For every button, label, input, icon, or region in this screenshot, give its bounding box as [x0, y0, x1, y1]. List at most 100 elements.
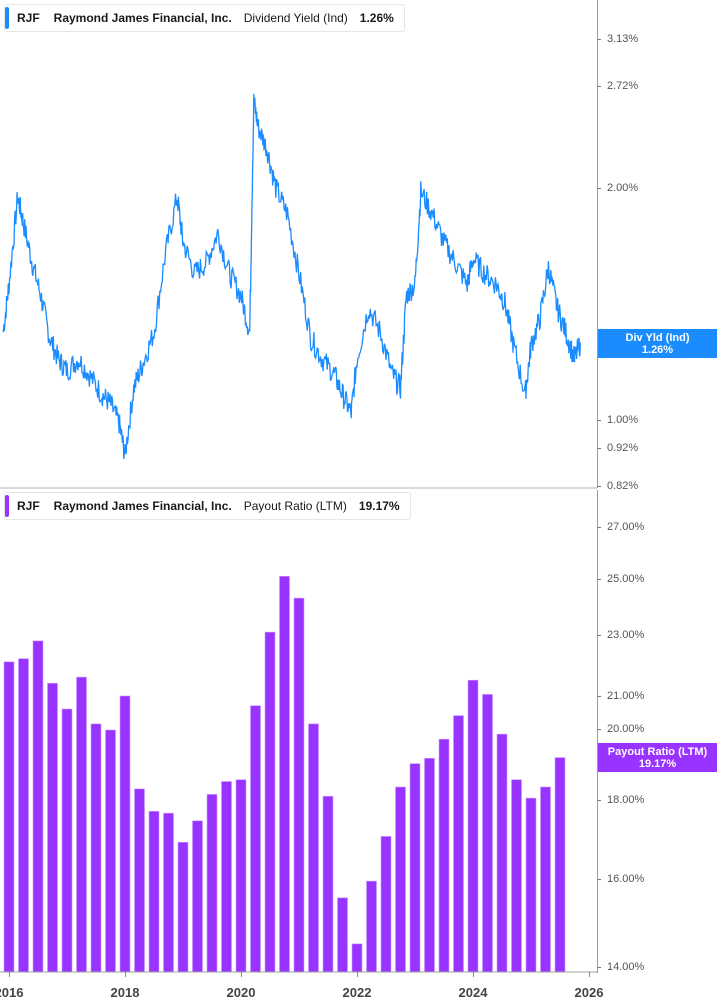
x-tick-mark: [589, 972, 590, 977]
payout-ratio-bar[interactable]: [221, 781, 232, 973]
payout-ratio-bar[interactable]: [105, 729, 116, 973]
x-tick-label: 2020: [226, 985, 256, 1000]
dividend-yield-panel: RJF Raymond James Financial, Inc. Divide…: [0, 0, 717, 488]
dividend-yield-legend[interactable]: RJF Raymond James Financial, Inc. Divide…: [4, 4, 405, 32]
payout-ratio-bar[interactable]: [148, 810, 160, 973]
flag-value: 1.26%: [641, 344, 674, 356]
x-tick-mark: [241, 972, 242, 977]
payout-ratio-bar[interactable]: [119, 695, 131, 973]
y-tick-mark: [597, 800, 601, 801]
payout-ratio-bar[interactable]: [32, 640, 44, 973]
series-color-swatch: [5, 7, 9, 29]
x-tick-label: 2026: [574, 985, 604, 1000]
payout-ratio-bar[interactable]: [482, 694, 493, 973]
payout-ratio-bar[interactable]: [467, 679, 479, 973]
payout-ratio-bar[interactable]: [293, 597, 305, 973]
legend-value: 1.26%: [359, 11, 394, 25]
payout-ratio-bar[interactable]: [525, 797, 537, 973]
y-tick-mark: [597, 188, 601, 189]
legend-metric: Payout Ratio (LTM): [243, 499, 347, 513]
y-tick-mark: [597, 448, 601, 449]
payout-ratio-bar[interactable]: [322, 795, 334, 973]
payout-ratio-bar[interactable]: [264, 631, 276, 973]
payout-ratio-bar[interactable]: [366, 880, 377, 973]
payout-ratio-bar[interactable]: [177, 841, 189, 973]
payout-ratio-bar[interactable]: [18, 658, 29, 973]
dividend-yield-line: [2, 93, 581, 460]
y-tick-mark: [597, 879, 601, 880]
y-tick-label: 27.00%: [607, 521, 645, 533]
payout-ratio-bar[interactable]: [206, 794, 218, 973]
payout-ratio-bar[interactable]: [453, 715, 464, 973]
payout-ratio-bar[interactable]: [90, 723, 102, 973]
flag-label: Div Yld (Ind): [625, 332, 690, 344]
payout-ratio-bar[interactable]: [409, 763, 421, 973]
legend-value: 19.17%: [358, 499, 400, 513]
dividend-yield-flag: Div Yld (Ind) 1.26%: [598, 329, 717, 358]
y-tick-mark: [597, 696, 601, 697]
x-tick-label: 2022: [342, 985, 372, 1000]
y-tick-mark: [597, 729, 601, 730]
payout-ratio-bar[interactable]: [61, 708, 73, 973]
payout-ratio-bar[interactable]: [380, 836, 392, 973]
payout-ratio-bar[interactable]: [511, 779, 522, 973]
payout-ratio-flag: Payout Ratio (LTM) 19.17%: [598, 743, 717, 772]
y-tick-mark: [597, 420, 601, 421]
x-tick-label: 2016: [0, 985, 24, 1000]
dividend-yield-path: [2, 93, 581, 460]
y-tick-label: 14.00%: [607, 961, 645, 973]
y-tick-label: 23.00%: [607, 629, 645, 641]
payout-ratio-bar[interactable]: [47, 682, 58, 973]
payout-ratio-bar[interactable]: [554, 757, 566, 973]
legend-ticker: RJF: [17, 11, 40, 25]
y-tick-mark: [597, 39, 601, 40]
y-tick-label: 20.00%: [607, 723, 645, 735]
payout-ratio-bar[interactable]: [76, 676, 87, 973]
payout-ratio-bar[interactable]: [438, 738, 450, 973]
payout-ratio-bar[interactable]: [496, 733, 508, 973]
payout-ratio-bar[interactable]: [250, 705, 261, 973]
y-tick-label: 2.72%: [607, 80, 639, 92]
payout-ratio-bar[interactable]: [308, 723, 319, 973]
y-tick-mark: [597, 527, 601, 528]
y-tick-mark: [597, 967, 601, 968]
payout-ratio-bar[interactable]: [134, 788, 145, 973]
payout-ratio-bar[interactable]: [235, 779, 247, 973]
y-tick-label: 21.00%: [607, 690, 645, 702]
legend-company: Raymond James Financial, Inc.: [53, 499, 232, 513]
y-tick-label: 2.00%: [607, 182, 639, 194]
x-tick-label: 2024: [458, 985, 488, 1000]
y-axis-top: [597, 0, 598, 488]
y-tick-mark: [597, 86, 601, 87]
series-color-swatch: [5, 495, 9, 517]
payout-ratio-bar[interactable]: [279, 575, 290, 973]
x-tick-label: 2018: [110, 985, 140, 1000]
legend-ticker: RJF: [17, 499, 40, 513]
y-tick-label: 16.00%: [607, 873, 645, 885]
payout-ratio-bar[interactable]: [351, 943, 363, 973]
payout-ratio-bar[interactable]: [3, 661, 15, 973]
y-axis-bottom: [597, 490, 598, 973]
payout-ratio-bar[interactable]: [395, 786, 406, 973]
y-tick-label: 0.82%: [607, 480, 639, 492]
y-tick-label: 3.13%: [607, 33, 639, 45]
payout-ratio-bar[interactable]: [424, 757, 435, 973]
payout-ratio-bar[interactable]: [192, 820, 203, 973]
y-tick-mark: [597, 579, 601, 580]
y-tick-label: 25.00%: [607, 573, 645, 585]
x-tick-mark: [125, 972, 126, 977]
payout-ratio-bars: [3, 575, 566, 973]
y-tick-mark: [597, 486, 601, 487]
flag-value: 19.17%: [638, 758, 677, 770]
legend-metric: Dividend Yield (Ind): [243, 11, 348, 25]
y-tick-label: 1.00%: [607, 414, 639, 426]
y-tick-label: 0.92%: [607, 442, 639, 454]
payout-ratio-legend[interactable]: RJF Raymond James Financial, Inc. Payout…: [4, 492, 411, 520]
x-tick-mark: [9, 972, 10, 977]
payout-ratio-bar[interactable]: [337, 897, 348, 973]
payout-ratio-bar[interactable]: [540, 786, 551, 973]
payout-ratio-bar[interactable]: [163, 812, 174, 973]
legend-company: Raymond James Financial, Inc.: [53, 11, 232, 25]
flag-label: Payout Ratio (LTM): [607, 746, 708, 758]
